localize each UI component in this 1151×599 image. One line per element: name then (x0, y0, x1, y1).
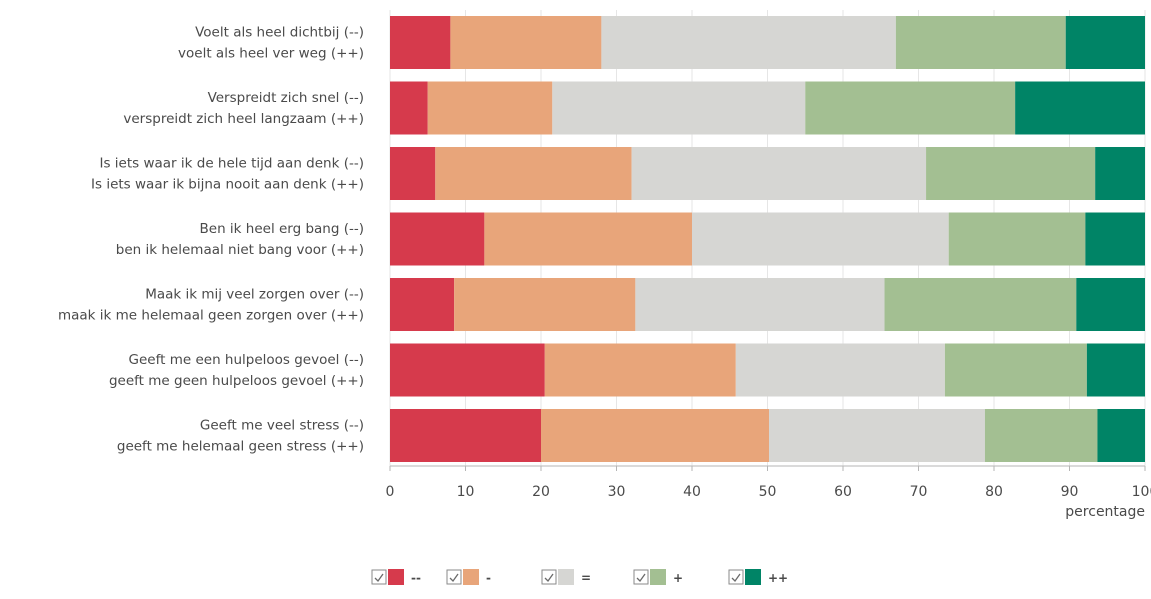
x-tick-label: 10 (457, 484, 475, 500)
bar-segment (944, 343, 1087, 397)
bar-segment (884, 278, 1077, 331)
bar-segment (895, 16, 1066, 69)
bar-segment (484, 212, 692, 266)
bar-segment (635, 278, 885, 331)
category-label: Maak ik mij veel zorgen over (--) (145, 287, 364, 303)
legend-swatch (650, 569, 666, 585)
legend: -- - = + ++ (371, 569, 788, 585)
bar-segment (450, 16, 602, 69)
category-label: Verspreidt zich snel (--) (208, 90, 364, 106)
bar-segment (1085, 212, 1145, 266)
category-label: Geeft me veel stress (--) (200, 418, 364, 434)
category-label: Voelt als heel dichtbij (--) (195, 25, 364, 41)
legend-swatch (388, 569, 404, 585)
x-tick-labels: 0 10 20 30 40 50 60 70 80 90 100 (386, 466, 1151, 500)
x-tick-label: 30 (608, 484, 626, 500)
x-tick-label: 40 (683, 484, 701, 500)
bar-segment (1086, 343, 1145, 397)
x-tick-label: 20 (532, 484, 550, 500)
bar-segment (541, 409, 770, 462)
checkmark-icon (374, 573, 384, 583)
bar-segment (390, 147, 436, 200)
category-label: verspreidt zich heel langzaam (++) (123, 111, 364, 127)
bar-segment (692, 212, 949, 266)
legend-label: ++ (768, 571, 788, 585)
category-label: Ben ik heel erg bang (--) (200, 221, 365, 237)
bar-segment (390, 343, 545, 397)
x-tick-label: 90 (1061, 484, 1079, 500)
bar-segment (1076, 278, 1145, 331)
category-label: geeft me helemaal geen stress (++) (117, 439, 364, 455)
legend-swatch (558, 569, 574, 585)
checkmark-icon (731, 573, 741, 583)
bar-segment (1015, 81, 1145, 135)
category-label: Is iets waar ik de hele tijd aan denk (-… (99, 156, 364, 172)
bar-segment (926, 147, 1096, 200)
x-tick-label: 0 (386, 484, 395, 500)
category-label: voelt als heel ver weg (++) (178, 46, 364, 62)
x-tick-label: 70 (910, 484, 928, 500)
legend-swatch (463, 569, 479, 585)
x-tick-label: 80 (985, 484, 1003, 500)
bar-segment (390, 81, 428, 135)
checkmark-icon (449, 573, 459, 583)
legend-label: - (486, 571, 491, 585)
bar-segment (805, 81, 1016, 135)
bar-segment (1095, 147, 1145, 200)
bar-segment (427, 81, 553, 135)
legend-checkbox-icon[interactable] (371, 569, 387, 585)
bar-segment (552, 81, 806, 135)
bar-segment (390, 212, 485, 266)
bar-segment (948, 212, 1086, 266)
x-tick-label: 50 (759, 484, 777, 500)
bar-segment (544, 343, 736, 397)
legend-checkbox-icon[interactable] (446, 569, 462, 585)
bar-segment (601, 16, 896, 69)
bar-segment (390, 16, 451, 69)
legend-swatch (745, 569, 761, 585)
bar-segment (984, 409, 1098, 462)
checkmark-icon (544, 573, 554, 583)
x-tick-label: 60 (834, 484, 852, 500)
legend-checkbox-icon[interactable] (541, 569, 557, 585)
category-labels: Voelt als heel dichtbij (--) voelt als he… (58, 25, 364, 455)
bars (390, 16, 1145, 462)
legend-label: = (581, 571, 591, 585)
bar-segment (390, 409, 541, 462)
category-label: geeft me geen hulpeloos gevoel (++) (109, 373, 364, 389)
bar-segment (735, 343, 945, 397)
legend-checkbox-icon[interactable] (633, 569, 649, 585)
bar-segment (435, 147, 632, 200)
bar-segment (631, 147, 927, 200)
bar-segment (1097, 409, 1145, 462)
x-axis-label: percentage (1065, 504, 1145, 520)
category-label: Is iets waar ik bijna nooit aan denk (++… (91, 177, 364, 193)
x-tick-label: 100 (1132, 484, 1151, 500)
category-label: ben ik helemaal niet bang voor (++) (116, 242, 364, 258)
legend-label: -- (411, 571, 421, 585)
bar-segment (454, 278, 636, 331)
bar-segment (1065, 16, 1145, 69)
legend-label: + (673, 571, 683, 585)
category-label: maak ik me helemaal geen zorgen over (++… (58, 308, 364, 324)
bar-segment (769, 409, 985, 462)
checkmark-icon (636, 573, 646, 583)
category-label: Geeft me een hulpeloos gevoel (--) (129, 352, 364, 368)
bar-segment (390, 278, 455, 331)
legend-checkbox-icon[interactable] (728, 569, 744, 585)
